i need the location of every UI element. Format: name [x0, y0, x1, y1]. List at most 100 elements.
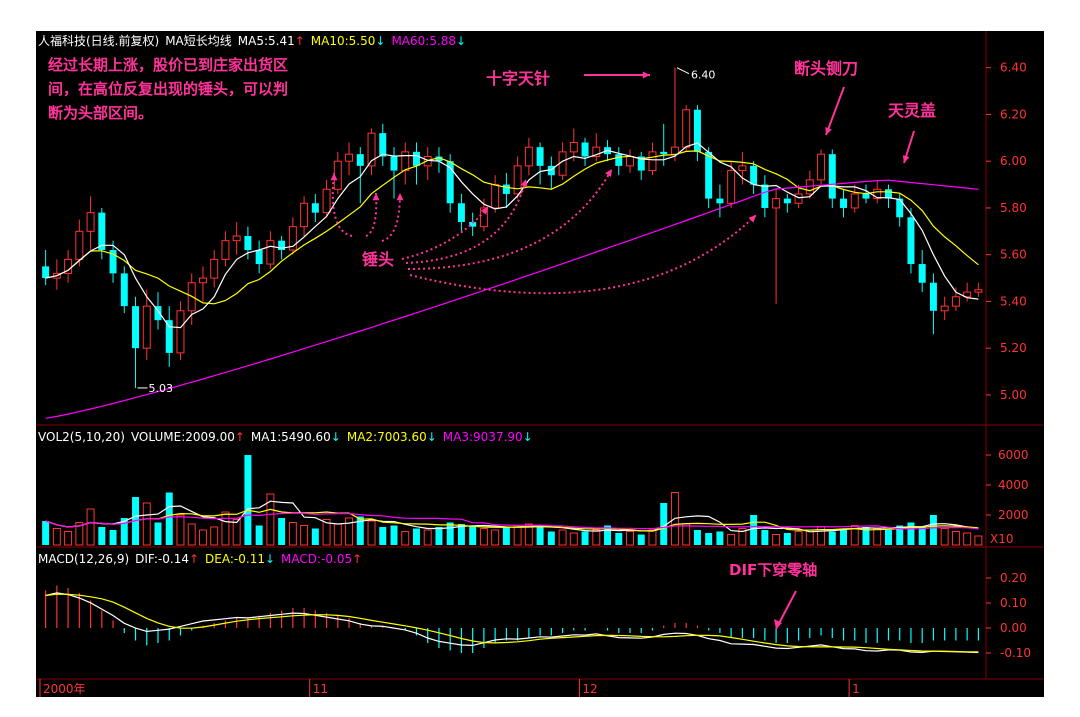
vol-ma2: MA2:7003.60: [346, 430, 427, 444]
low-label: 5.03: [149, 382, 174, 395]
candle-body-down: [536, 147, 544, 166]
volume-bar-down: [840, 528, 848, 545]
date-tick-label: 2000年: [43, 682, 86, 696]
volume-bar-up: [322, 519, 331, 546]
price-tick-label: 5.40: [1000, 294, 1027, 308]
dif-arrow-icon: ↑: [188, 552, 200, 566]
volume-bar-down: [884, 530, 892, 545]
volume-bar-down: [828, 531, 836, 545]
volume-bar-down: [379, 527, 387, 545]
candle-body-up: [479, 207, 488, 228]
volume-bar-down: [412, 528, 420, 545]
candle-body-down: [862, 193, 870, 199]
candle-body-down: [502, 184, 510, 194]
volume-bar-down: [165, 492, 173, 545]
candle-body-down: [457, 203, 465, 222]
volume-bar-down: [356, 516, 364, 545]
candle-body-down: [109, 250, 117, 274]
macd-tick-label: 0.00: [1000, 621, 1027, 635]
hammer-arrow: [409, 214, 757, 295]
volume-bar-up: [423, 529, 432, 546]
volume-bar-up: [873, 528, 882, 546]
volume-bar-down: [929, 515, 937, 545]
volume-bar-up: [738, 528, 747, 546]
price-tick-label: 5.60: [1000, 248, 1027, 262]
candle-body-up: [850, 193, 859, 209]
candle-body-up: [300, 202, 309, 228]
volume-bar-up: [232, 519, 241, 546]
candle-body-up: [288, 226, 297, 251]
volume-bar-down: [716, 531, 724, 545]
candle-body-down: [637, 156, 645, 171]
candle-body-down: [828, 154, 836, 199]
candle-body-up: [951, 296, 960, 307]
date-tick-label: 1: [852, 682, 860, 696]
hammer-arrow-head: [748, 215, 756, 223]
candle-body-up: [794, 193, 803, 204]
candle-body-up: [524, 146, 533, 167]
volume-bar-up: [558, 529, 567, 546]
volume-bar-up: [300, 525, 309, 546]
candle-body-down: [783, 198, 791, 204]
macd-tick-label: -0.10: [1000, 646, 1031, 660]
hammer-arrow-head: [520, 179, 528, 187]
vol-name: VOL2(5,10,20): [38, 430, 125, 444]
candle-body-up: [75, 230, 84, 260]
candle-body-down: [660, 151, 668, 155]
candle-body-down: [311, 203, 319, 213]
volume-tick-label: 6000: [998, 448, 1029, 462]
high-label: 6.40: [691, 69, 716, 82]
price-tick-label: 6.40: [1000, 61, 1027, 75]
analysis-note: 经过长期上涨，股价已到庄家出货区间，在高位反复出现的锤头，可以判断为头部区间。: [48, 56, 289, 122]
volume-bar-up: [345, 517, 354, 546]
volume-bar-down: [907, 522, 915, 545]
price-tick-label: 6.20: [1000, 107, 1027, 121]
candle-body-up: [648, 151, 657, 172]
vol-ma2-line: [45, 508, 979, 532]
volume-bar-down: [918, 527, 926, 545]
volume-bar-up: [569, 532, 578, 546]
vol-value: VOLUME:2009.00: [130, 430, 235, 444]
volume-bar-down: [502, 527, 510, 545]
candle-body-up: [513, 165, 522, 195]
volume-bar-down: [457, 524, 465, 545]
candle-body-down: [884, 189, 892, 199]
hammer-arrow-head: [480, 207, 488, 215]
ma60-line: [45, 179, 979, 419]
macd-name: MACD(12,26,9): [38, 552, 130, 566]
candle-body-down: [356, 154, 364, 166]
vol-arrow-icon: ↑: [234, 430, 245, 444]
hammer-arrow: [331, 172, 353, 237]
volume-bar-down: [862, 527, 870, 545]
macd-value: MACD:-0.05: [281, 552, 353, 566]
volume-bar-up: [940, 528, 949, 546]
volume-bar-down: [637, 534, 645, 545]
volume-bar-down: [446, 522, 454, 545]
candle-body-down: [547, 165, 555, 176]
dea-line: [45, 593, 979, 653]
price-tick-label: 5.20: [1000, 341, 1027, 355]
volume-bar-up: [727, 534, 736, 546]
hammer-arrow: [407, 168, 613, 270]
ma5-value: MA5:5.41: [237, 34, 295, 48]
candle-body-down: [379, 133, 387, 157]
candle-body-down: [278, 240, 286, 251]
volume-bar-up: [333, 523, 342, 546]
ma10-value: MA10:5.50: [310, 34, 376, 48]
volume-bar-up: [288, 522, 297, 546]
candle-body-down: [581, 142, 589, 157]
hammer-arrow-head: [372, 193, 380, 201]
hammer-label: 锤头: [362, 250, 395, 269]
hammer-arrow-head: [396, 193, 404, 201]
cross-needle-arrow-head: [642, 71, 650, 79]
candle-body-down: [154, 306, 162, 321]
candle-body-up: [670, 146, 679, 155]
canopy-label: 天灵盖: [888, 101, 937, 120]
candle-body-down: [693, 109, 701, 152]
price-panel: 6.40 5.03: [42, 67, 983, 419]
indicator-name: MA短长均线: [165, 34, 232, 48]
macd-panel: [45, 585, 979, 654]
candle-body-down: [390, 156, 398, 171]
volume-tick-label: 4000: [998, 478, 1029, 492]
volume-bar-down: [750, 515, 758, 545]
